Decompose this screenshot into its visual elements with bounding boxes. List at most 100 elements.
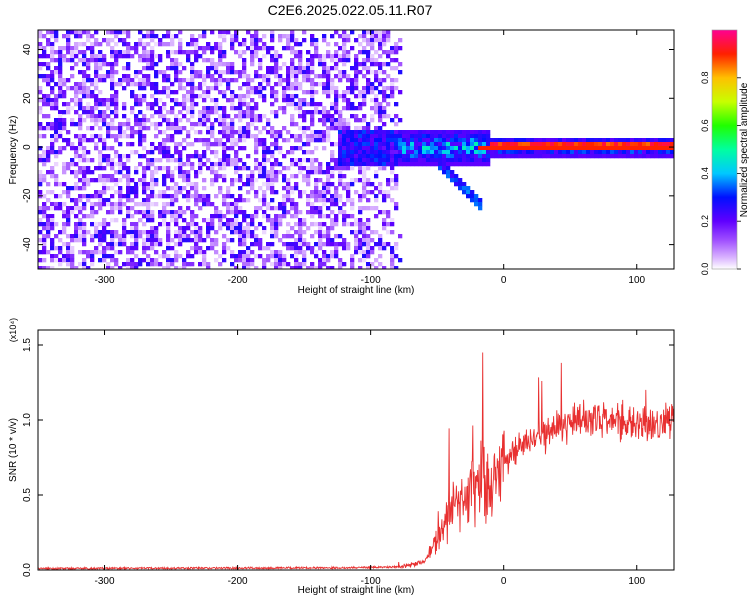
heatmap-cell bbox=[286, 82, 291, 87]
heatmap-cell bbox=[62, 34, 67, 39]
heatmap-cell bbox=[314, 230, 319, 235]
heatmap-cell bbox=[322, 54, 327, 59]
heatmap-cell bbox=[370, 98, 375, 103]
heatmap-cell bbox=[110, 202, 115, 207]
x-tick-label: -300 bbox=[95, 275, 115, 286]
heatmap-cell bbox=[398, 118, 403, 123]
heatmap-cell bbox=[258, 66, 263, 71]
heatmap-cell bbox=[306, 90, 311, 95]
heatmap-cell bbox=[602, 142, 607, 147]
y-tick-label: 40 bbox=[22, 44, 33, 56]
heatmap-cell bbox=[170, 58, 175, 63]
heatmap-cell bbox=[222, 130, 227, 135]
heatmap-cell bbox=[574, 150, 579, 155]
heatmap-cell bbox=[198, 54, 203, 59]
heatmap-cell bbox=[418, 158, 423, 163]
heatmap-cell bbox=[594, 150, 599, 155]
heatmap-cell bbox=[114, 62, 119, 67]
heatmap-cell bbox=[238, 138, 243, 143]
heatmap-cell bbox=[142, 190, 147, 195]
heatmap-cell bbox=[118, 126, 123, 131]
heatmap-cell bbox=[202, 138, 207, 143]
heatmap-cell bbox=[94, 190, 99, 195]
heatmap-cell bbox=[446, 150, 451, 155]
heatmap-cell bbox=[262, 74, 267, 79]
heatmap-cell bbox=[266, 214, 271, 219]
heatmap-cell bbox=[670, 150, 674, 155]
heatmap-cell bbox=[322, 38, 327, 43]
heatmap-cell bbox=[286, 70, 291, 75]
heatmap-cell bbox=[254, 90, 259, 95]
heatmap-cell bbox=[198, 82, 203, 87]
heatmap-cell bbox=[254, 206, 259, 211]
heatmap-cell bbox=[342, 186, 347, 191]
heatmap-cell bbox=[70, 186, 75, 191]
heatmap-cell bbox=[334, 254, 339, 259]
heatmap-cell bbox=[106, 174, 111, 179]
heatmap-cell bbox=[526, 150, 531, 155]
heatmap-cell bbox=[178, 30, 183, 35]
heatmap-cell bbox=[174, 118, 179, 123]
heatmap-cell bbox=[266, 46, 271, 51]
heatmap-cell bbox=[158, 122, 163, 127]
heatmap-cell bbox=[546, 142, 551, 147]
heatmap-cell bbox=[218, 262, 223, 267]
heatmap-cell bbox=[310, 162, 315, 167]
heatmap-cell bbox=[606, 146, 611, 151]
heatmap-cell bbox=[274, 254, 279, 259]
heatmap-cell bbox=[358, 50, 363, 55]
heatmap-cell bbox=[338, 154, 343, 159]
heatmap-cell bbox=[238, 86, 243, 91]
heatmap-cell bbox=[430, 150, 435, 155]
heatmap-cell bbox=[222, 122, 227, 127]
heatmap-cell bbox=[574, 142, 579, 147]
heatmap-cell bbox=[50, 142, 55, 147]
heatmap-cell bbox=[74, 62, 79, 67]
heatmap-cell bbox=[210, 62, 215, 67]
heatmap-cell bbox=[270, 190, 275, 195]
heatmap-cell bbox=[102, 238, 107, 243]
bottom-x-ticks: -300 -200 -100 0 100 bbox=[95, 330, 646, 587]
heatmap-cell bbox=[190, 114, 195, 119]
heatmap-cell bbox=[174, 66, 179, 71]
heatmap-cell bbox=[110, 162, 115, 167]
heatmap-cell bbox=[570, 138, 575, 143]
heatmap-cell bbox=[278, 214, 283, 219]
heatmap-cell bbox=[282, 234, 287, 239]
heatmap-cell bbox=[150, 54, 155, 59]
heatmap-cell bbox=[366, 158, 371, 163]
heatmap-cell bbox=[82, 230, 87, 235]
heatmap-cell bbox=[142, 58, 147, 63]
colorbar-gradient bbox=[712, 30, 737, 269]
heatmap-cell bbox=[342, 74, 347, 79]
heatmap-cell bbox=[170, 170, 175, 175]
heatmap-cell bbox=[310, 62, 315, 67]
heatmap-cell bbox=[154, 250, 159, 255]
heatmap-cell bbox=[230, 146, 235, 151]
heatmap-cell bbox=[226, 134, 231, 139]
heatmap-cell bbox=[138, 234, 143, 239]
heatmap-cell bbox=[150, 114, 155, 119]
heatmap-cell bbox=[358, 246, 363, 251]
heatmap-cell bbox=[78, 82, 83, 87]
heatmap-cell bbox=[250, 242, 255, 247]
heatmap-cell bbox=[122, 262, 127, 267]
heatmap-cell bbox=[54, 206, 59, 211]
heatmap-cell bbox=[234, 158, 239, 163]
heatmap-cell bbox=[394, 142, 399, 147]
heatmap-cell bbox=[94, 30, 99, 35]
heatmap-cell bbox=[242, 182, 247, 187]
bottom-x-axis-label: Height of straight line (km) bbox=[298, 585, 415, 596]
heatmap-cell bbox=[362, 146, 367, 151]
heatmap-cell bbox=[194, 170, 199, 175]
heatmap-cell bbox=[138, 86, 143, 91]
heatmap-cell bbox=[474, 198, 479, 203]
heatmap-cell bbox=[186, 142, 191, 147]
heatmap-cell bbox=[74, 222, 79, 227]
heatmap-cell bbox=[306, 150, 311, 155]
heatmap-cell bbox=[254, 42, 259, 47]
heatmap-cell bbox=[54, 34, 59, 39]
heatmap-cell bbox=[286, 38, 291, 43]
heatmap-cell bbox=[262, 210, 267, 215]
heatmap-cell bbox=[174, 234, 179, 239]
